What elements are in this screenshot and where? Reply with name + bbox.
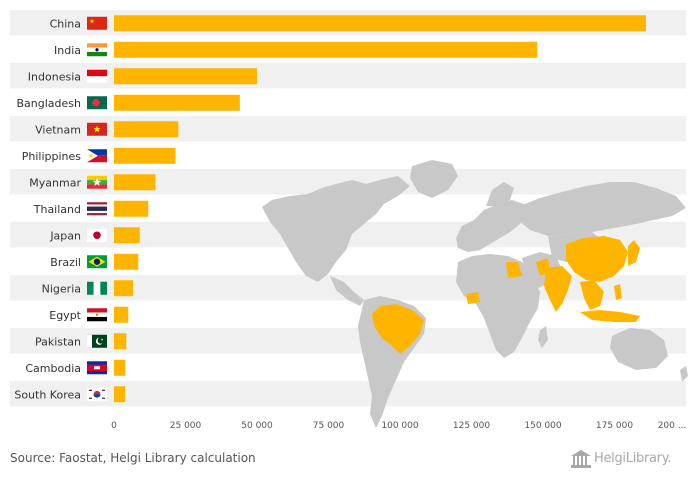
thailand-flag: [87, 202, 107, 216]
bar: [114, 200, 149, 217]
bar: [114, 174, 156, 191]
category-label: Cambodia: [25, 362, 81, 375]
india-flag: [87, 43, 107, 57]
map-new-zealand: [680, 366, 688, 382]
map-pakistan: [536, 258, 550, 276]
bar-chart: China India Indonesia Bangladesh Vietnam Phil…: [10, 10, 688, 431]
map-scandinavia: [486, 182, 514, 206]
x-tick-label: 175 000: [596, 421, 633, 431]
category-label: Myanmar: [29, 176, 81, 189]
philippines-flag: [87, 149, 107, 163]
map-brazil: [372, 304, 424, 354]
category-label: Bangladesh: [17, 97, 82, 110]
category-label: Vietnam: [35, 123, 81, 136]
map-australia: [610, 328, 668, 370]
category-label: Nigeria: [42, 282, 81, 295]
x-tick-label: 25 000: [170, 421, 202, 431]
helgi-library-logo: HelgiLibrary.: [570, 448, 695, 470]
bar: [114, 41, 538, 58]
category-label: Pakistan: [35, 335, 81, 348]
bar: [114, 121, 179, 138]
map-greenland: [410, 160, 458, 198]
myanmar-flag: [87, 175, 107, 189]
category-label: Philippines: [22, 150, 82, 163]
category-label: Japan: [49, 229, 81, 242]
x-axis-ticks: 0 25 000 50 000 75 000 100 000 125 000 150 000…: [111, 421, 686, 431]
row-band: [10, 63, 686, 89]
world-map: [262, 160, 688, 428]
bar: [114, 227, 140, 244]
source-note: Source: Faostat, Helgi Library calculati…: [10, 451, 256, 465]
category-label: Brazil: [50, 256, 81, 269]
map-indonesia: [580, 310, 640, 322]
map-philippines: [614, 284, 622, 300]
map-india: [544, 266, 572, 312]
category-labels: China India Indonesia Bangladesh Vietnam Phil…: [14, 17, 81, 401]
category-label: Egypt: [49, 309, 81, 322]
brazil-flag: [87, 255, 107, 269]
x-tick-label: 50 000: [241, 421, 273, 431]
bar: [114, 359, 126, 376]
map-madagascar: [538, 326, 548, 348]
flags: [87, 16, 107, 401]
map-japan: [628, 240, 640, 266]
map-north-america: [262, 176, 410, 282]
bar: [114, 15, 646, 32]
map-china: [566, 236, 628, 282]
map-africa: [456, 254, 540, 358]
map-korea: [620, 250, 626, 262]
egypt-flag: [87, 308, 107, 322]
map-russia: [518, 182, 686, 236]
bar: [114, 280, 134, 297]
cambodia-flag: [87, 361, 107, 375]
category-label: India: [54, 44, 81, 57]
category-label: Indonesia: [28, 70, 81, 83]
south-korea-flag: [87, 387, 107, 401]
bar: [114, 68, 257, 85]
map-egypt: [506, 262, 522, 278]
bar: [114, 386, 126, 403]
map-nigeria: [466, 292, 480, 304]
logo-text: HelgiLibrary.: [594, 451, 672, 466]
bar: [114, 94, 240, 111]
bar: [114, 147, 176, 164]
row-band: [10, 116, 686, 142]
china-flag: [87, 16, 107, 30]
japan-flag: [87, 228, 107, 242]
row-band: [10, 381, 686, 407]
x-tick-label: 100 000: [381, 421, 418, 431]
vietnam-flag: [87, 122, 107, 136]
bangladesh-flag: [87, 96, 107, 110]
bar: [114, 253, 139, 270]
pakistan-flag: [87, 334, 107, 348]
x-tick-label: 75 000: [313, 421, 345, 431]
indonesia-flag: [87, 69, 107, 83]
map-central-america: [330, 276, 364, 306]
map-europe: [456, 200, 528, 252]
map-southeast-asia: [580, 280, 604, 310]
bar: [114, 333, 127, 350]
row-band: [10, 328, 686, 354]
category-label: South Korea: [14, 388, 81, 401]
x-tick-label: 150 000: [524, 421, 561, 431]
bars: [114, 15, 646, 403]
category-label: Thailand: [33, 203, 81, 216]
nigeria-flag: [87, 281, 107, 295]
x-tick-label: 0: [111, 421, 117, 431]
x-tick-label: 125 000: [453, 421, 490, 431]
category-label: China: [50, 17, 81, 30]
x-tick-label: 200 ...: [658, 421, 687, 431]
logo-building-icon: [571, 450, 591, 468]
bar: [114, 306, 129, 323]
